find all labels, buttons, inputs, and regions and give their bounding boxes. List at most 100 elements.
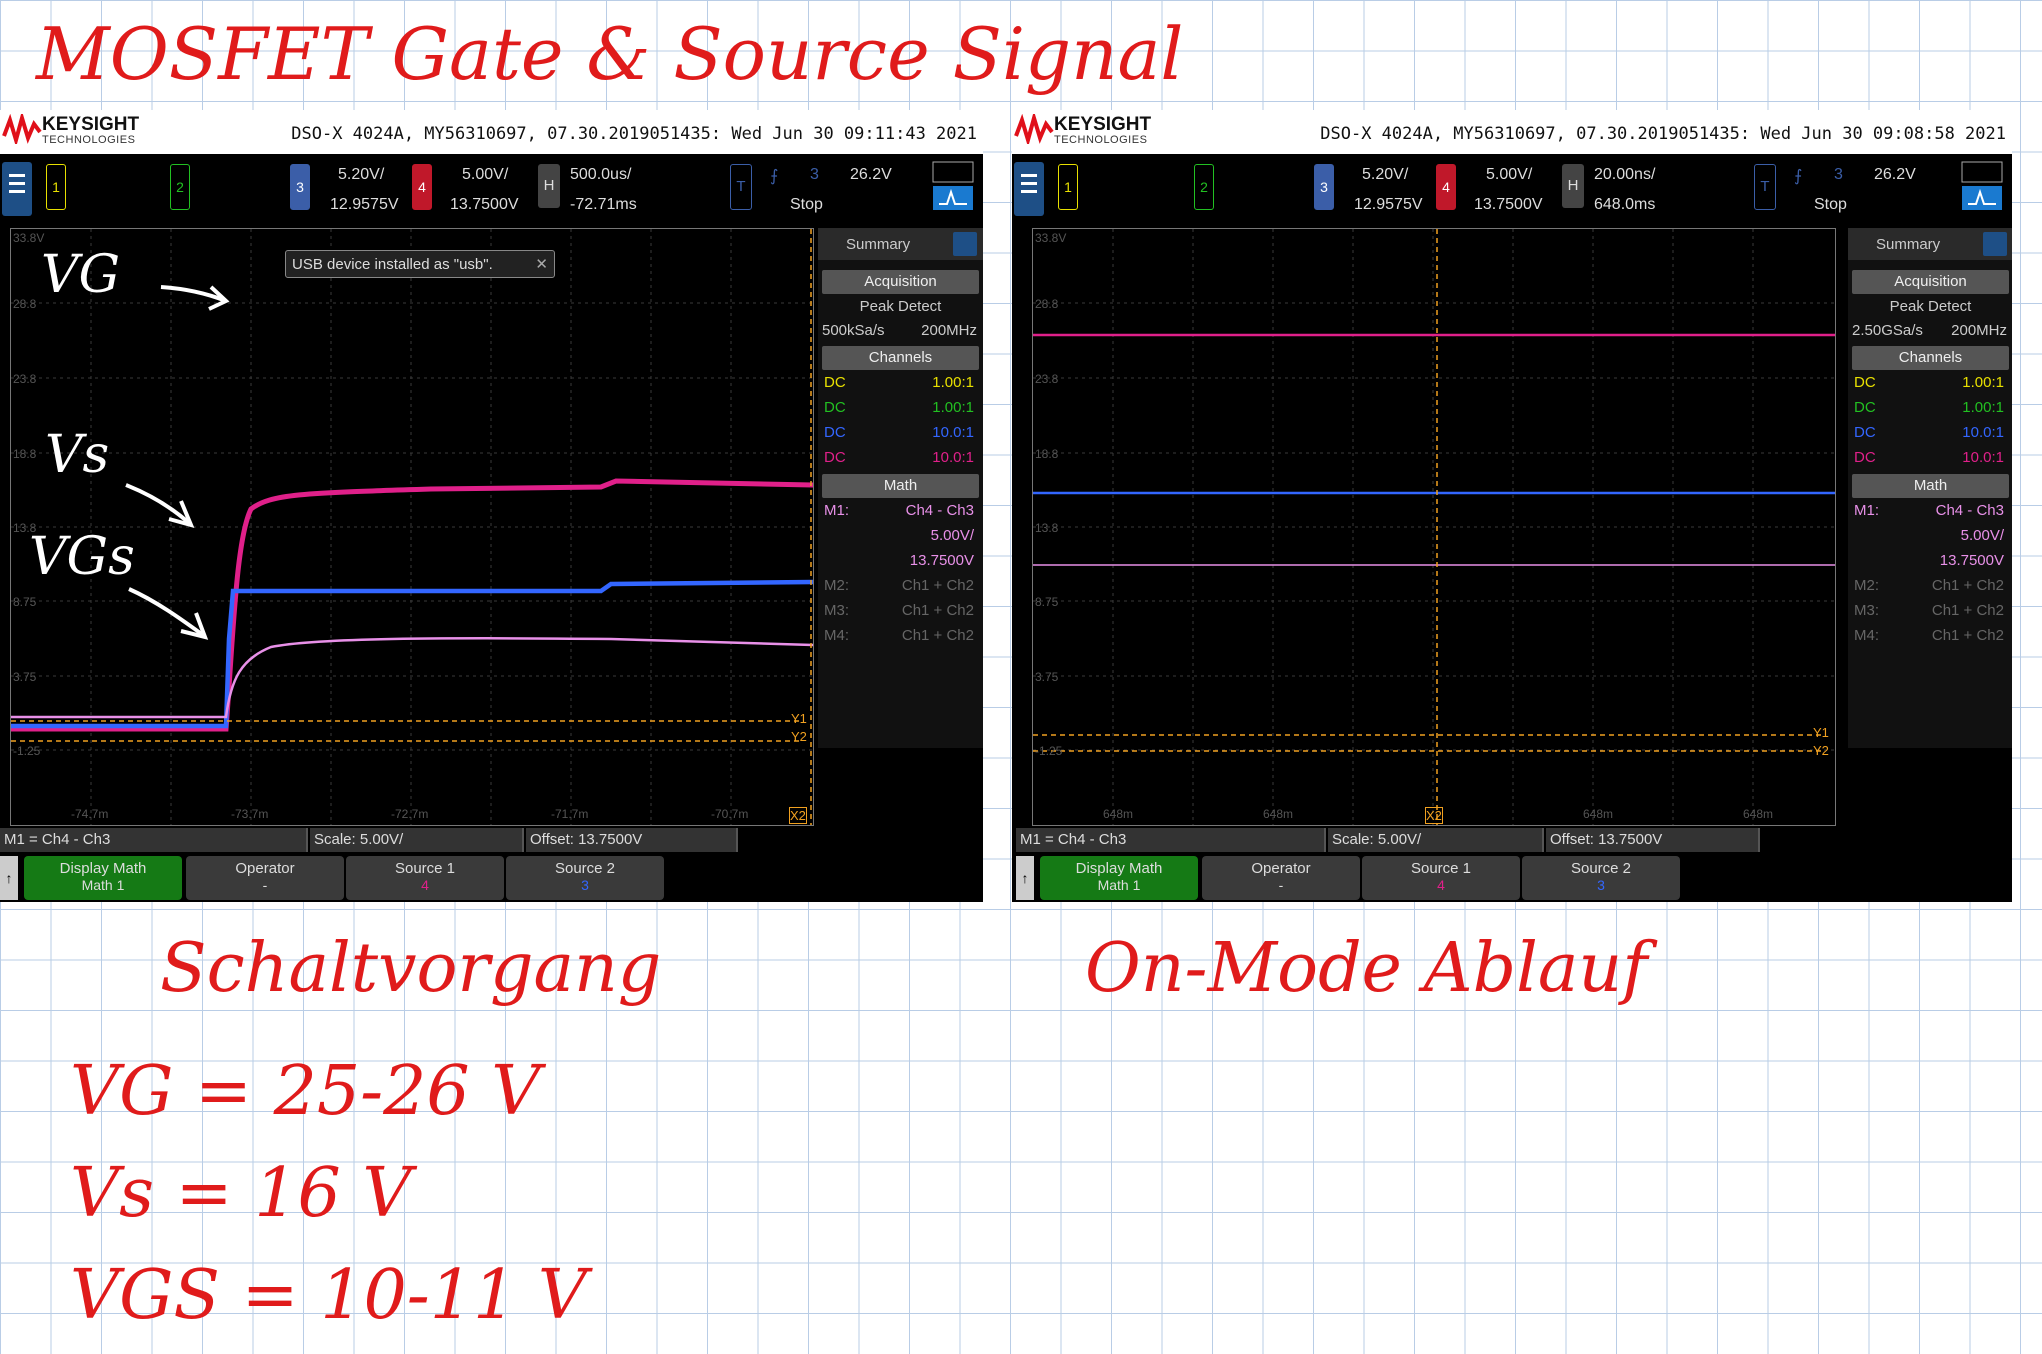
softkey-display-math[interactable]: Display Math Math 1: [24, 856, 182, 900]
x-tick-label: 648m: [1583, 807, 1614, 821]
summary-menu-icon[interactable]: [953, 232, 977, 256]
summary-header[interactable]: Summary: [818, 228, 983, 260]
channel-ratio: 1.00:1: [1962, 399, 2004, 416]
math-expr: Ch1 + Ch2: [1931, 627, 2004, 644]
y-tick-label: 28.8: [13, 297, 37, 311]
softkey-operator[interactable]: Operator -: [186, 856, 344, 900]
auto-scale-icon[interactable]: [931, 160, 975, 212]
annotation-vgs: VGs: [29, 527, 135, 587]
math-expr: Ch4 - Ch3: [1935, 502, 2004, 519]
y-tick-label: 33.8V: [13, 231, 45, 245]
ch4-scale: 5.00V/: [1486, 166, 1533, 183]
math-expr: 13.7500V: [909, 552, 974, 569]
brand-bar: KEYSIGHT TECHNOLOGIES DSO-X 4024A, MY563…: [0, 110, 983, 154]
close-icon[interactable]: ✕: [535, 256, 548, 273]
ch4-offset: 13.7500V: [1474, 196, 1543, 213]
math-name: M4:: [1854, 627, 1880, 644]
summary-panel: Summary Acquisition Peak Detect 500kSa/s…: [818, 228, 983, 748]
usb-notification[interactable]: USB device installed as "usb". ✕: [285, 250, 555, 278]
vgs-trace: [11, 637, 813, 719]
horizontal-button[interactable]: H: [538, 164, 560, 208]
horizontal-button[interactable]: H: [1562, 164, 1584, 208]
page-title: MOSFET Gate & Source Signal: [36, 12, 1184, 96]
usb-notification-text: USB device installed as "usb".: [292, 256, 493, 273]
brand-subtitle: TECHNOLOGIES: [1054, 134, 1148, 146]
run-state: Stop: [1814, 196, 1847, 213]
y-tick-label: 28.8: [1035, 297, 1059, 311]
acq-bandwidth: 200MHz: [1951, 322, 2007, 339]
ch3-scale: 5.20V/: [1362, 166, 1409, 183]
channel-coupling: DC: [824, 424, 846, 441]
x-tick-label: 648m: [1743, 807, 1774, 821]
x-tick-label: 648m: [1103, 807, 1134, 821]
cursor-y2-marker[interactable]: Y2: [1813, 743, 1829, 758]
auto-scale-icon[interactable]: [1960, 160, 2004, 212]
horizontal-scale: 20.00ns/: [1594, 166, 1656, 183]
cursor-x2-marker[interactable]: X2: [1425, 807, 1443, 824]
vs-trace: [11, 579, 813, 729]
acq-mode: Peak Detect: [859, 298, 942, 315]
x-tick-label: -71.7m: [551, 807, 589, 821]
cursor-y1-marker[interactable]: Y1: [791, 711, 807, 726]
channel-ratio: 1.00:1: [1962, 374, 2004, 391]
channel-coupling: DC: [1854, 399, 1876, 416]
channel-coupling: DC: [824, 449, 846, 466]
main-menu-button[interactable]: [1014, 162, 1044, 216]
trigger-button[interactable]: T: [730, 164, 752, 210]
horizontal-position: 648.0ms: [1594, 196, 1656, 213]
note-vgs: VGS = 10-11 V: [70, 1256, 587, 1335]
math-scale: Scale: 5.00V/: [310, 828, 524, 852]
channel-coupling: DC: [1854, 374, 1876, 391]
softkey-operator[interactable]: Operator -: [1202, 856, 1360, 900]
trigger-source: 3: [810, 166, 819, 183]
keysight-logo-icon: [1014, 114, 1054, 144]
channel-2-button[interactable]: 2: [170, 164, 190, 210]
trigger-button[interactable]: T: [1754, 164, 1776, 210]
back-button[interactable]: ↑: [1016, 856, 1034, 900]
y-tick-label: 33.8V: [1035, 231, 1067, 245]
summary-title: Summary: [846, 236, 911, 253]
math-offset: Offset: 13.7500V: [526, 828, 738, 852]
y-tick-label: 3.75: [13, 670, 37, 684]
math-header: Math: [1852, 474, 2009, 498]
brand-bar: KEYSIGHT TECHNOLOGIES DSO-X 4024A, MY563…: [1012, 110, 2012, 154]
math-definition: M1 = Ch4 - Ch3: [0, 828, 308, 852]
ch3-offset: 12.9575V: [330, 196, 399, 213]
channel-3-button[interactable]: 3: [1314, 164, 1334, 210]
channel-ratio: 10.0:1: [1962, 424, 2004, 441]
channel-1-button[interactable]: 1: [1058, 164, 1078, 210]
back-button[interactable]: ↑: [0, 856, 18, 900]
channel-4-button[interactable]: 4: [1436, 164, 1456, 210]
control-bar: 1 2 3 5.20V/ 12.9575V 4 5.00V/ 13.7500V …: [1012, 154, 2012, 226]
x-tick-label: -74.7m: [71, 807, 109, 821]
cursor-x2-marker[interactable]: X2: [789, 807, 807, 824]
summary-menu-icon[interactable]: [1983, 232, 2007, 256]
acquisition-header: Acquisition: [1852, 270, 2009, 294]
y-tick-label: 3.75: [1035, 670, 1059, 684]
softkey-display-math[interactable]: Display Math Math 1: [1040, 856, 1198, 900]
channels-header: Channels: [822, 346, 979, 370]
brand-name: KEYSIGHT: [42, 114, 140, 135]
annotation-vg: VG: [41, 245, 121, 305]
summary-header[interactable]: Summary: [1848, 228, 2012, 260]
x-tick-label: 648m: [1263, 807, 1294, 821]
channel-1-button[interactable]: 1: [46, 164, 66, 210]
trigger-source: 3: [1834, 166, 1843, 183]
waveform-area: 33.8V 28.8 23.8 18.8 13.8 8.75 3.75 -1.2…: [10, 228, 814, 826]
cursor-y2-marker[interactable]: Y2: [791, 729, 807, 744]
channel-3-button[interactable]: 3: [290, 164, 310, 210]
cursor-y1-marker[interactable]: Y1: [1813, 725, 1829, 740]
channel-4-button[interactable]: 4: [412, 164, 432, 210]
note-vs: Vs = 16 V: [70, 1154, 412, 1233]
y-tick-label: 18.8: [1035, 447, 1059, 461]
y-tick-label: 13.8: [1035, 521, 1059, 535]
trigger-level: 26.2V: [1874, 166, 1916, 183]
main-menu-button[interactable]: [2, 162, 32, 216]
channel-2-button[interactable]: 2: [1194, 164, 1214, 210]
summary-title: Summary: [1876, 236, 1941, 253]
channel-coupling: DC: [824, 399, 846, 416]
